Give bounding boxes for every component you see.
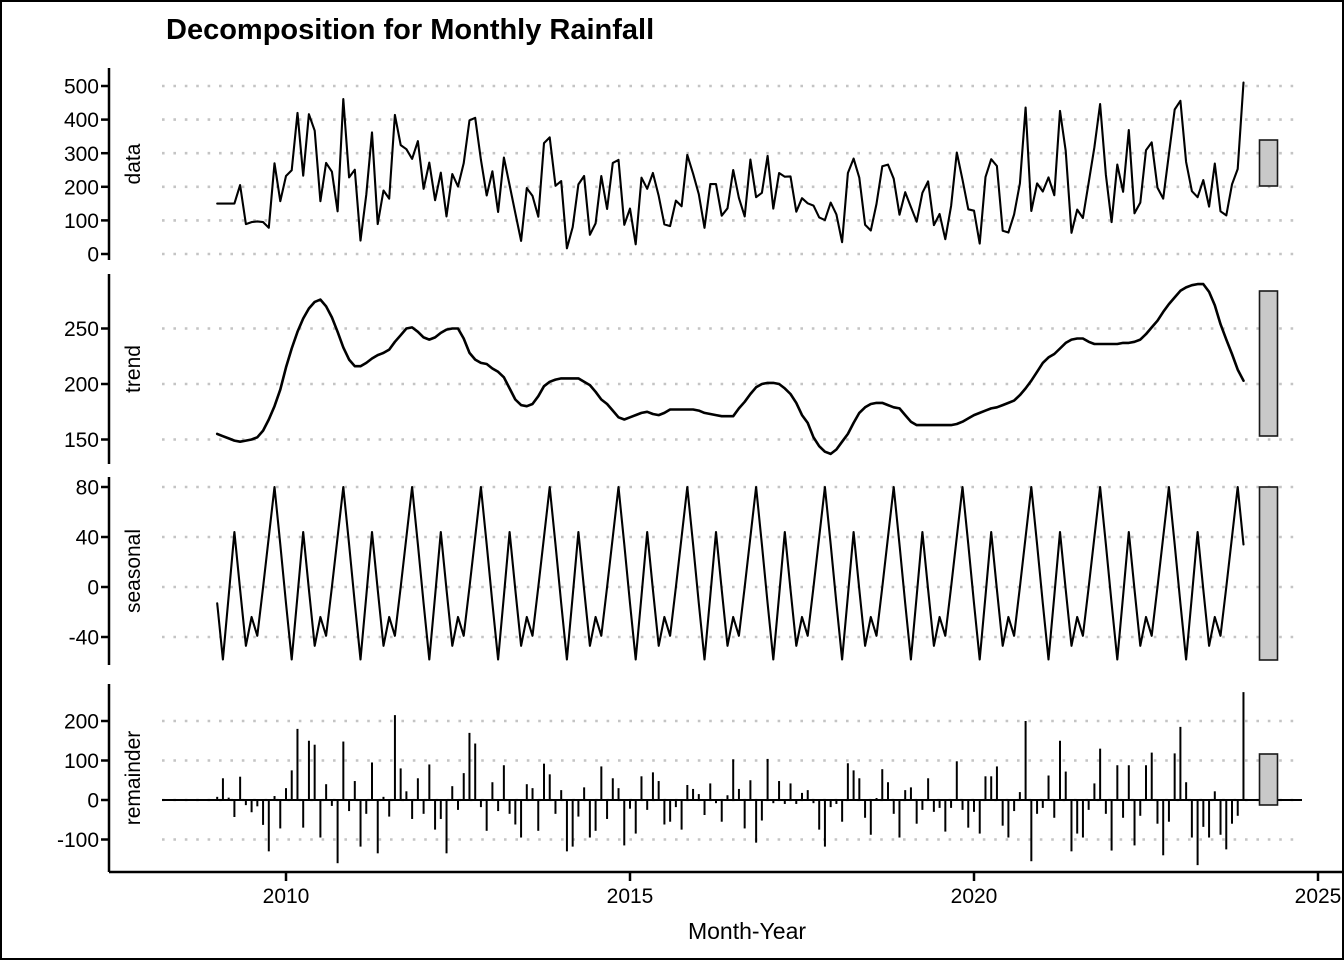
seasonal-series-line [216,485,1245,661]
strip-label-trend: trend [122,345,145,393]
range-bar-data [1258,139,1279,187]
x-axis: 2010 2015 2020 2025 [109,870,1342,908]
y-tick-label: 0 [87,790,99,813]
y-tick-label: 250 [64,318,99,341]
range-bar-trend [1258,290,1279,437]
x-tick-label: 2020 [951,885,998,908]
panel-seasonal: -40 0 40 80 seasonal [69,477,1302,665]
y-tick-label: 0 [87,244,99,267]
panel-trend: 150 200 250 trend [64,274,1302,464]
y-tick-label: 100 [64,750,99,773]
y-tick-label: 200 [64,176,99,199]
y-tick-label: 100 [64,210,99,233]
strip-label-data: data [122,143,145,184]
y-tick-label: 80 [76,477,99,500]
x-tick-label: 2015 [607,885,654,908]
x-tick-label: 2010 [263,885,310,908]
y-tick-label: 300 [64,143,99,166]
y-tick-label: 0 [87,577,99,600]
y-tick-label: -100 [57,829,99,852]
chart-title: Decomposition for Monthly Rainfall [166,14,655,46]
y-tick-label: 40 [76,527,99,550]
panel-data: 0 100 200 300 400 500 data [64,68,1302,267]
x-axis-title: Month-Year [687,918,807,944]
y-tick-label: -40 [69,627,99,650]
y-tick-label: 500 [64,76,99,99]
strip-label-seasonal: seasonal [122,529,145,613]
strip-label-remainder: remainder [122,731,145,826]
panel-remainder: -100 0 100 200 remainder [57,684,1302,872]
trend-series-line [215,282,1245,456]
y-tick-label: 150 [64,429,99,452]
y-tick-label: 200 [64,711,99,734]
range-bar-remainder [1258,753,1279,806]
x-tick-label: 2025 [1295,885,1342,908]
remainder-bars [216,692,1245,866]
y-tick-label: 400 [64,109,99,132]
y-tick-label: 200 [64,374,99,397]
data-series-line [216,81,1245,250]
range-bar-seasonal [1258,486,1279,661]
